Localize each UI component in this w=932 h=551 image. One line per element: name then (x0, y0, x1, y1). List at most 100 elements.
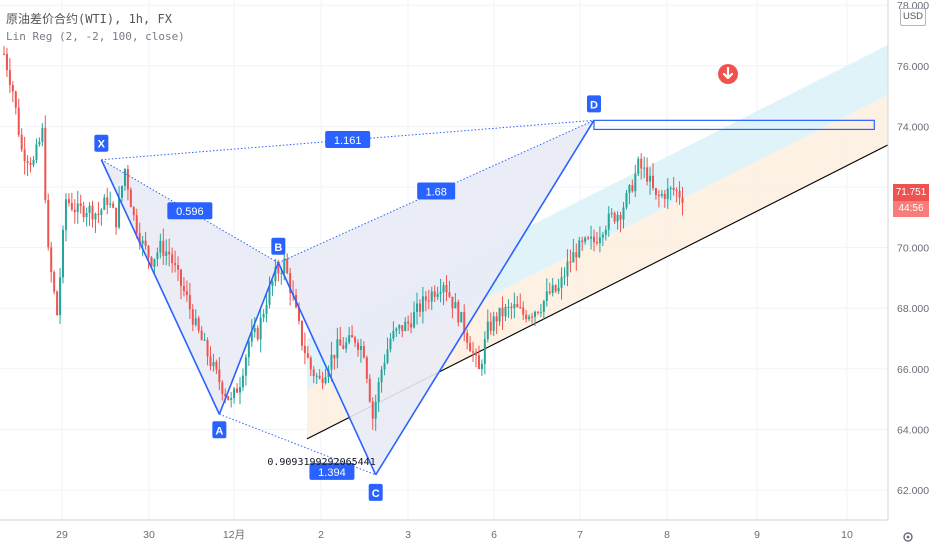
candle-body (67, 199, 70, 203)
candle-body (374, 401, 377, 419)
bar-countdown-tag: 44:56 (893, 201, 929, 217)
candle-body (448, 292, 451, 297)
candle-body (628, 185, 631, 193)
candle-body (191, 309, 194, 325)
candle-body (607, 213, 610, 230)
candle-body (156, 252, 159, 259)
candle-body (121, 186, 123, 198)
candle-body (646, 167, 649, 182)
candle-body (56, 291, 59, 316)
candle-body (601, 234, 604, 238)
candle-body (197, 318, 200, 331)
candle-body (433, 291, 436, 297)
candle-body (348, 335, 351, 343)
candle-body (17, 107, 20, 135)
ratio-badge (417, 182, 456, 200)
candle-body (519, 307, 522, 309)
candle-body (516, 304, 519, 308)
price-axis-bg (888, 0, 932, 550)
time-axis[interactable]: 29 30 12月 2 3 6 7 8 9 10 (0, 519, 888, 541)
candle-body (619, 214, 622, 220)
candle-body (268, 286, 271, 305)
candle-body (35, 144, 38, 160)
currency-badge[interactable]: USD (900, 8, 926, 26)
down-arrow-icon[interactable] (718, 64, 738, 84)
time-tick-label: 6 (491, 529, 497, 541)
candle-body (483, 339, 486, 364)
price-tick-label: 68.000 (897, 303, 929, 315)
price-tick-label: 62.000 (897, 485, 929, 497)
candle-body (445, 285, 448, 293)
candle-body (681, 197, 684, 203)
candle-body (85, 212, 88, 218)
candle-body (365, 357, 368, 379)
candle-body (578, 240, 581, 258)
price-axis[interactable]: 62.00064.00066.00068.00070.00072.00074.0… (887, 0, 932, 550)
last-price-tag: 71.751 (893, 184, 929, 201)
candle-body (666, 188, 669, 200)
candle-body (354, 337, 357, 343)
pattern-point-label: D (590, 99, 598, 111)
candle-body (171, 254, 174, 264)
candle-body (407, 321, 410, 324)
pattern-leg (218, 262, 280, 415)
candle-body (584, 237, 587, 242)
indicator-legend[interactable]: Lin Reg (2, -2, 100, close) (6, 30, 185, 43)
time-tick-label: 9 (754, 529, 760, 541)
candle-body (144, 240, 147, 247)
price-tick-label: 70.000 (897, 243, 929, 255)
candle-body (147, 246, 150, 258)
candle-body (398, 325, 401, 329)
candle-body (32, 159, 35, 165)
candle-body (383, 362, 386, 370)
candle-body (625, 192, 628, 208)
candle-body (188, 294, 191, 310)
candle-body (654, 188, 657, 195)
candle-body (359, 346, 362, 350)
candle-body (315, 375, 318, 377)
candle-body (103, 197, 106, 210)
harmonic-pattern[interactable]: X A B C D 0.596 1.394 1.68 1.161 0.90931992920654… (94, 95, 875, 501)
time-tick-label: 12月 (223, 529, 245, 541)
candle-body (554, 285, 557, 292)
candle-body (239, 387, 241, 393)
candle-body (23, 149, 26, 162)
ratio-label: 1.394 (318, 467, 346, 479)
candle-body (342, 345, 345, 349)
settings-gear-icon[interactable] (890, 528, 926, 546)
candle-body (339, 339, 342, 346)
candle-body (153, 258, 156, 267)
ratio-label: 1.161 (334, 135, 362, 147)
candle-body (73, 209, 76, 213)
symbol-legend[interactable]: 原油差价合约(WTI), 1h, FX (6, 12, 172, 26)
candle-body (298, 307, 300, 321)
candle-body (97, 213, 100, 215)
candle-body (489, 321, 492, 331)
candle-body (451, 296, 454, 309)
candle-body (575, 252, 578, 258)
candle-body (513, 304, 516, 309)
candle-body (241, 375, 244, 388)
candle-body (236, 388, 239, 393)
candle-body (593, 236, 595, 243)
candle-body (660, 193, 663, 196)
candle-body (283, 258, 286, 274)
candle-body (94, 213, 97, 220)
candle-body (250, 332, 253, 342)
candle-body (631, 185, 634, 192)
candle-body (643, 167, 646, 169)
candle-body (50, 247, 53, 273)
candle-body (59, 277, 62, 316)
candle-body (286, 258, 289, 274)
candle-body (439, 292, 442, 294)
candle-body (53, 272, 56, 292)
candle-body (5, 53, 8, 71)
candle-body (649, 175, 652, 182)
candle-body (280, 273, 283, 275)
pattern-point-badge (587, 95, 601, 113)
candle-body (507, 306, 510, 308)
candle-body (26, 161, 29, 164)
candle-body (8, 70, 11, 85)
candle-body (371, 401, 374, 419)
